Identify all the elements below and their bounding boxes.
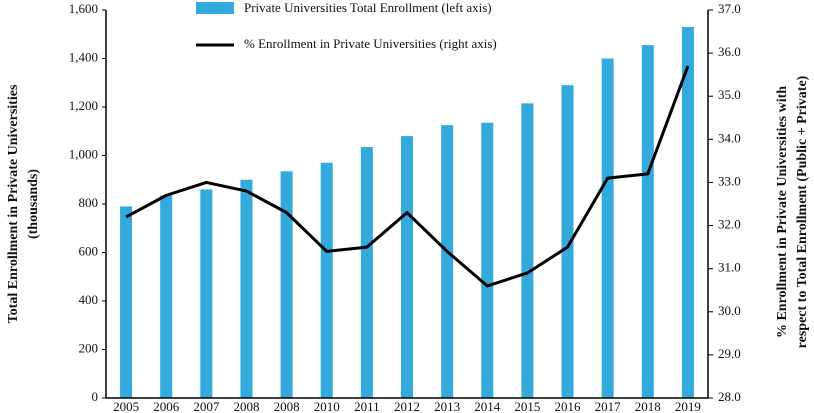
x-tick-label: 2013	[434, 399, 460, 413]
y2-tick-label: 28.0	[718, 389, 741, 404]
y-tick-label: 200	[79, 340, 99, 355]
legend-label: % Enrollment in Private Universities (ri…	[244, 36, 497, 51]
x-tick-label: 2016	[555, 399, 582, 413]
y-tick-label: 1,200	[69, 98, 98, 113]
y-tick-label: 0	[92, 389, 99, 404]
y2-tick-label: 33.0	[718, 173, 741, 188]
bar	[601, 58, 614, 398]
bar	[240, 179, 253, 398]
legend-label: Private Universities Total Enrollment (l…	[244, 0, 492, 15]
bar	[200, 189, 213, 398]
line	[125, 65, 690, 288]
x-tick-label: 2010	[314, 399, 340, 413]
legend-swatch	[196, 2, 234, 14]
bar	[521, 103, 534, 399]
x-tick-label: 2008	[274, 399, 300, 413]
y2-axis-title: % Enrollment in Private Universities wit…	[775, 86, 790, 338]
y2-tick-label: 32.0	[718, 217, 741, 232]
bar	[681, 26, 694, 398]
y2-tick-label: 31.0	[718, 260, 741, 275]
y-tick-label: 1,400	[69, 49, 98, 64]
x-tick-label: 2017	[595, 399, 622, 413]
y-axis-title: (thousands)	[26, 169, 41, 239]
bar	[160, 195, 173, 398]
y2-tick-label: 35.0	[718, 87, 741, 102]
y2-axis-title: respect to Total Enrollment (Public + Pr…	[795, 75, 810, 348]
x-tick-label: 2008	[233, 399, 259, 413]
x-tick-label: 2007	[193, 399, 220, 413]
x-tick-label: 2019	[675, 399, 701, 413]
bar	[641, 45, 654, 398]
y2-tick-label: 34.0	[718, 130, 741, 145]
x-tick-label: 2014	[474, 399, 501, 413]
y2-tick-label: 29.0	[718, 346, 741, 361]
x-tick-label: 2012	[394, 399, 420, 413]
bar	[280, 171, 293, 398]
x-tick-label: 2006	[153, 399, 180, 413]
bar	[401, 136, 413, 398]
y2-tick-label: 36.0	[718, 44, 741, 59]
y-tick-label: 400	[79, 292, 99, 307]
bar	[120, 206, 133, 398]
y-axis-title: Total Enrollment in Private Universities	[6, 84, 21, 323]
bar	[561, 85, 574, 399]
bar	[320, 162, 333, 398]
bar	[360, 147, 373, 398]
x-tick-label: 2018	[635, 399, 661, 413]
bar	[441, 125, 454, 398]
y-tick-label: 1,000	[69, 146, 98, 161]
y-tick-label: 1,600	[69, 1, 98, 16]
y2-tick-label: 37.0	[718, 1, 741, 16]
bar	[481, 122, 494, 398]
y2-tick-label: 30.0	[718, 303, 741, 318]
y-tick-label: 600	[79, 243, 99, 258]
y-tick-label: 800	[79, 195, 99, 210]
x-tick-label: 2005	[113, 399, 139, 413]
x-tick-label: 2015	[514, 399, 540, 413]
x-tick-label: 2011	[354, 399, 380, 413]
